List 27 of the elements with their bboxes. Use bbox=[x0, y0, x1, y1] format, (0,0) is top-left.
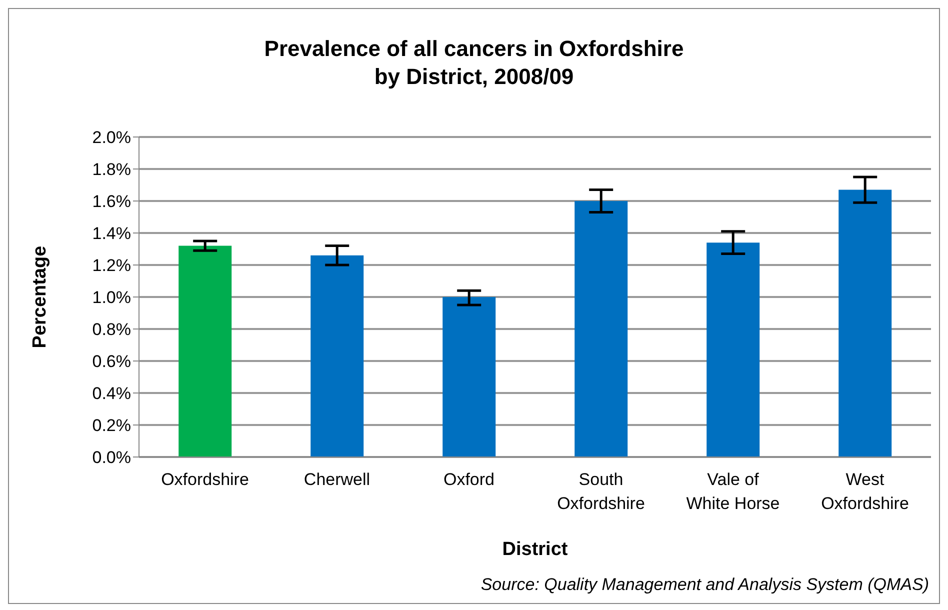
source-note: Source: Quality Management and Analysis System (QMAS) bbox=[480, 575, 929, 595]
x-axis-title: District bbox=[502, 539, 568, 560]
y-tick-label: 1.6% bbox=[92, 192, 131, 212]
x-tick-label: Vale of White Horse bbox=[686, 470, 780, 513]
y-tick-label: 1.4% bbox=[92, 224, 131, 244]
x-tick-label: Oxfordshire bbox=[161, 470, 249, 489]
x-tick-label: West Oxfordshire bbox=[821, 470, 909, 513]
y-tick-label: 0.2% bbox=[92, 416, 131, 436]
y-tick-label: 2.0% bbox=[92, 128, 131, 148]
bar bbox=[706, 242, 760, 457]
bar bbox=[442, 297, 496, 457]
y-tick-label: 0.4% bbox=[92, 384, 131, 404]
y-tick-label: 1.8% bbox=[92, 160, 131, 180]
x-tick-label: Cherwell bbox=[304, 470, 370, 489]
y-tick-label: 1.2% bbox=[92, 256, 131, 276]
y-tick-label: 0.8% bbox=[92, 320, 131, 340]
y-axis-title: Percentage bbox=[30, 246, 51, 348]
x-tick-label: Oxford bbox=[443, 470, 495, 489]
bar bbox=[838, 190, 892, 457]
y-tick-label: 1.0% bbox=[92, 288, 131, 308]
chart-title: Prevalence of all cancers in Oxfordshire by District, 2008/09 bbox=[263, 35, 685, 91]
y-tick-label: 0.6% bbox=[92, 352, 131, 372]
bar bbox=[310, 255, 364, 457]
y-tick-label: 0.0% bbox=[92, 448, 131, 468]
bar bbox=[574, 201, 628, 457]
x-tick-label: South Oxfordshire bbox=[557, 470, 645, 513]
bar bbox=[178, 246, 232, 457]
